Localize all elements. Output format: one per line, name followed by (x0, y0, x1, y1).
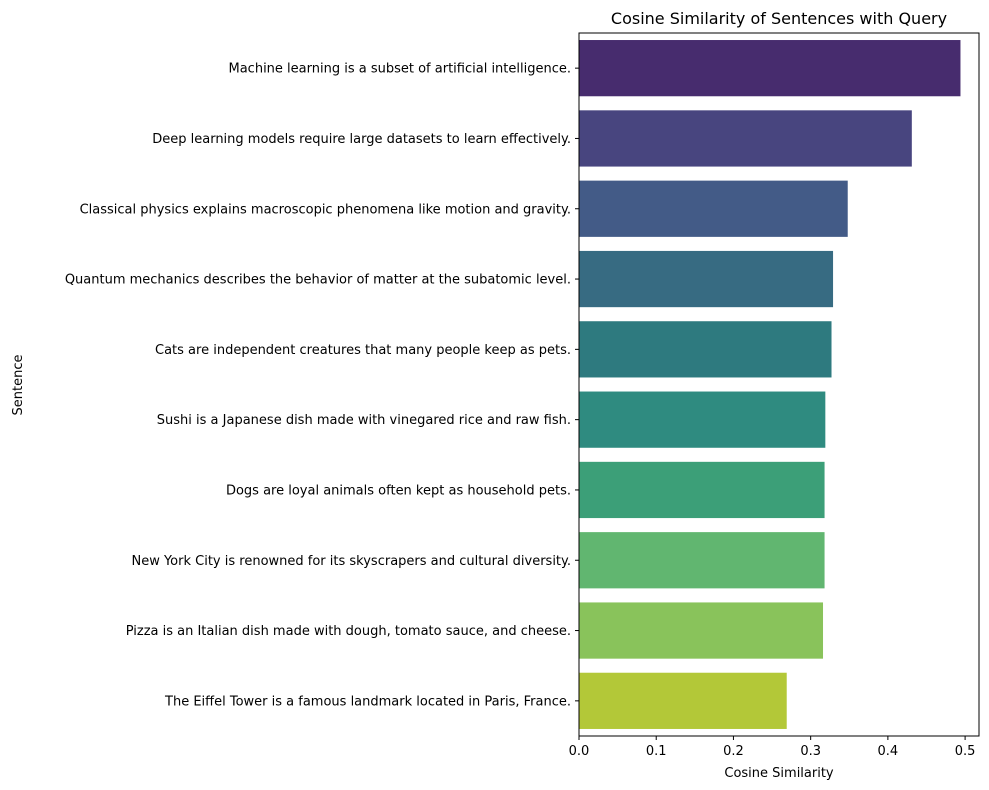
y-tick-label: Cats are independent creatures that many… (155, 343, 571, 358)
y-tick-label: New York City is renowned for its skyscr… (131, 554, 571, 569)
x-tick-label: 0.0 (569, 744, 590, 759)
x-tick-label: 0.5 (955, 744, 976, 759)
bar (579, 181, 848, 237)
y-tick-label: Classical physics explains macroscopic p… (80, 202, 571, 217)
bar (579, 602, 823, 658)
bar (579, 251, 833, 307)
bar (579, 392, 825, 448)
y-tick-label: Quantum mechanics describes the behavior… (65, 273, 571, 288)
y-tick-label: The Eiffel Tower is a famous landmark lo… (164, 694, 571, 709)
bar-chart: Cosine Similarity of Sentences with Quer… (0, 0, 989, 790)
y-tick-labels: Machine learning is a subset of artifici… (65, 62, 579, 710)
bar (579, 110, 912, 166)
bars-group (579, 40, 960, 729)
x-tick-label: 0.1 (646, 744, 667, 759)
y-tick-label: Machine learning is a subset of artifici… (229, 62, 572, 77)
x-tick-label: 0.4 (878, 744, 899, 759)
bar (579, 462, 825, 518)
chart-title: Cosine Similarity of Sentences with Quer… (611, 9, 947, 28)
y-tick-label: Dogs are loyal animals often kept as hou… (226, 483, 571, 498)
x-tick-label: 0.2 (723, 744, 744, 759)
y-tick-label: Pizza is an Italian dish made with dough… (126, 624, 571, 639)
y-tick-label: Deep learning models require large datas… (152, 132, 571, 147)
bar (579, 532, 825, 588)
x-axis-ticks: 0.0 0.1 0.2 0.3 0.4 0.5 (569, 736, 976, 759)
bar (579, 40, 960, 96)
x-axis-label: Cosine Similarity (724, 766, 834, 781)
y-axis-label: Sentence (11, 355, 26, 416)
y-tick-label: Sushi is a Japanese dish made with vineg… (157, 413, 571, 428)
bar (579, 673, 787, 729)
x-tick-label: 0.3 (800, 744, 821, 759)
bar (579, 321, 832, 377)
